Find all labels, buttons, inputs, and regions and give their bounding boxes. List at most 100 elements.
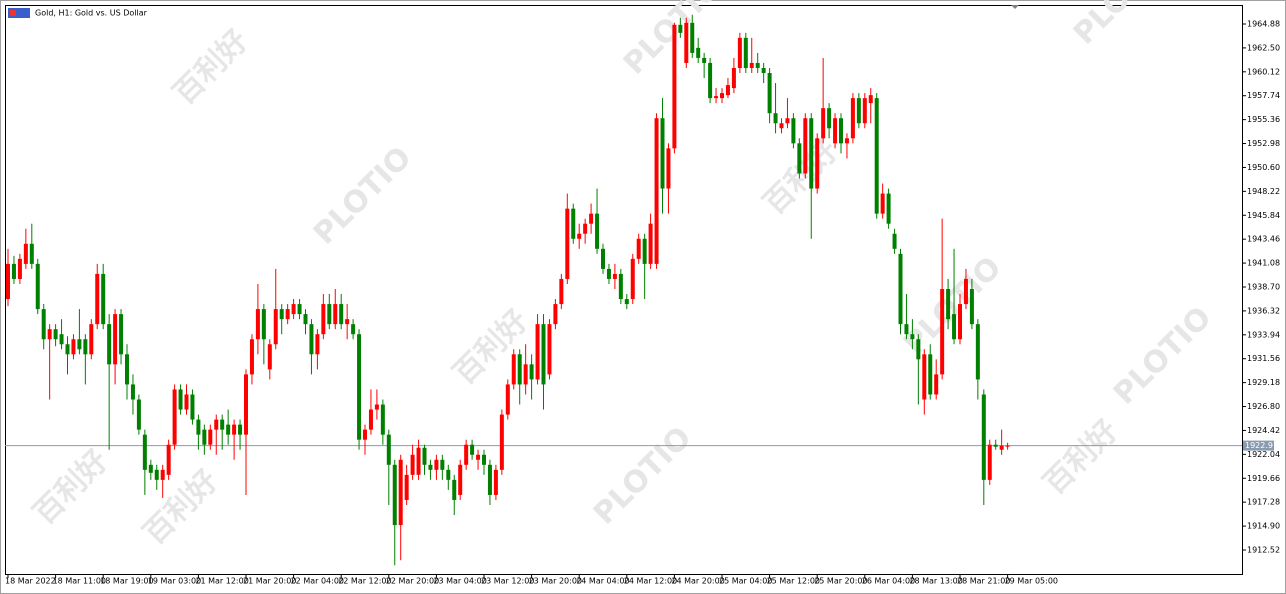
candle-body bbox=[969, 288, 974, 325]
candle-body bbox=[59, 334, 64, 345]
y-tick-label: 1955.36 bbox=[1247, 115, 1280, 124]
x-tick-label: 21 Mar 20:00 bbox=[243, 577, 296, 586]
x-tick-label: 28 Mar 21:00 bbox=[957, 577, 1010, 586]
candle-body bbox=[41, 309, 46, 340]
candle-body bbox=[368, 409, 373, 430]
candle-body bbox=[714, 96, 719, 99]
y-tick-label: 1948.22 bbox=[1247, 187, 1280, 196]
candle-body bbox=[190, 394, 195, 420]
candle-body bbox=[916, 339, 921, 360]
y-tick-label: 1914.90 bbox=[1247, 522, 1280, 531]
candle-body bbox=[922, 354, 927, 400]
candle-body bbox=[571, 208, 576, 239]
y-tick-label: 1964.88 bbox=[1247, 19, 1280, 28]
candle-body bbox=[535, 324, 540, 380]
candle-body bbox=[487, 464, 492, 495]
candle-body bbox=[874, 98, 879, 214]
y-tick-label: 1917.28 bbox=[1247, 498, 1280, 507]
candle-body bbox=[821, 108, 826, 139]
candle-body bbox=[583, 223, 588, 234]
y-tick-label: 1945.84 bbox=[1247, 211, 1280, 220]
candle-body bbox=[482, 454, 486, 465]
candle-body bbox=[642, 238, 647, 264]
x-tick-label: 18 Mar 2022 bbox=[5, 577, 56, 586]
y-tick-label: 1919.66 bbox=[1247, 474, 1280, 483]
candle-body bbox=[422, 447, 427, 465]
candle-body bbox=[148, 464, 153, 473]
x-tick-label: 25 Mar 04:00 bbox=[719, 577, 772, 586]
x-tick-label: 24 Mar 20:00 bbox=[671, 577, 724, 586]
candle-body bbox=[547, 324, 552, 375]
candle-body bbox=[113, 314, 118, 365]
candle-body bbox=[523, 364, 528, 385]
candle-body bbox=[416, 447, 421, 475]
candle-body bbox=[380, 404, 385, 435]
y-tick-label: 1960.12 bbox=[1247, 67, 1280, 76]
x-tick-label: 22 Mar 20:00 bbox=[386, 577, 439, 586]
y-tick-label: 1924.42 bbox=[1247, 426, 1280, 435]
candle-body bbox=[720, 93, 724, 99]
candle-body bbox=[785, 118, 790, 124]
candle-body bbox=[339, 304, 344, 325]
candle-body bbox=[83, 339, 88, 355]
candle-body bbox=[963, 278, 968, 305]
candle-body bbox=[731, 67, 736, 89]
candle-body bbox=[119, 314, 124, 355]
candle-body bbox=[666, 148, 671, 189]
plot-area bbox=[5, 5, 1243, 575]
candle-body bbox=[868, 95, 873, 104]
candle-body bbox=[904, 324, 909, 335]
candle-body bbox=[517, 354, 522, 385]
candle-body bbox=[47, 329, 52, 340]
candle-body bbox=[952, 314, 957, 340]
candle-body bbox=[958, 304, 962, 340]
candle-body bbox=[565, 208, 570, 279]
candle-body bbox=[773, 113, 778, 124]
y-tick-label: 1950.60 bbox=[1247, 163, 1280, 172]
candle-body bbox=[839, 118, 843, 144]
candle-body bbox=[392, 464, 397, 526]
candle-body bbox=[196, 419, 201, 435]
candle-body bbox=[1005, 445, 1010, 447]
candle-body bbox=[946, 288, 951, 320]
candle-body bbox=[553, 304, 558, 325]
candle-body bbox=[898, 253, 903, 325]
candle-body bbox=[363, 429, 367, 440]
y-tick-label: 1936.32 bbox=[1247, 306, 1280, 315]
candle-body bbox=[654, 118, 659, 264]
x-tick-label: 25 Mar 12:00 bbox=[767, 577, 820, 586]
candle-body bbox=[606, 268, 611, 279]
candle-body bbox=[440, 459, 445, 470]
y-tick-label: 1912.52 bbox=[1247, 545, 1280, 554]
candle-body bbox=[125, 354, 129, 385]
candle-body bbox=[493, 469, 498, 495]
candle-body bbox=[737, 37, 742, 68]
y-tick-label: 1957.74 bbox=[1247, 91, 1280, 100]
candle-body bbox=[934, 374, 939, 395]
y-tick-label: 1926.80 bbox=[1247, 402, 1280, 411]
candle-body bbox=[458, 464, 463, 495]
candle-body bbox=[357, 334, 362, 440]
candle-body bbox=[297, 304, 302, 315]
candle-body bbox=[612, 273, 617, 279]
candle-body bbox=[464, 444, 469, 465]
candle-body bbox=[101, 273, 106, 325]
candle-body bbox=[767, 73, 772, 114]
candle-body bbox=[374, 404, 379, 410]
candle-body bbox=[696, 47, 701, 58]
y-tick-label: 1922.04 bbox=[1247, 450, 1280, 459]
y-tick-label: 1941.08 bbox=[1247, 259, 1280, 268]
y-tick-label: 1943.46 bbox=[1247, 235, 1280, 244]
y-tick-label: 1952.98 bbox=[1247, 139, 1280, 148]
candle-body bbox=[648, 223, 653, 264]
x-tick-label: 29 Mar 05:00 bbox=[1005, 577, 1058, 586]
y-tick-label: 1962.50 bbox=[1247, 43, 1280, 52]
candle-body bbox=[202, 429, 207, 445]
candle-body bbox=[910, 334, 915, 340]
candle-body bbox=[89, 324, 94, 355]
candle-body bbox=[154, 469, 159, 480]
candle-body bbox=[226, 424, 231, 435]
candle-body bbox=[672, 24, 677, 149]
x-tick-label: 24 Mar 04:00 bbox=[576, 577, 629, 586]
